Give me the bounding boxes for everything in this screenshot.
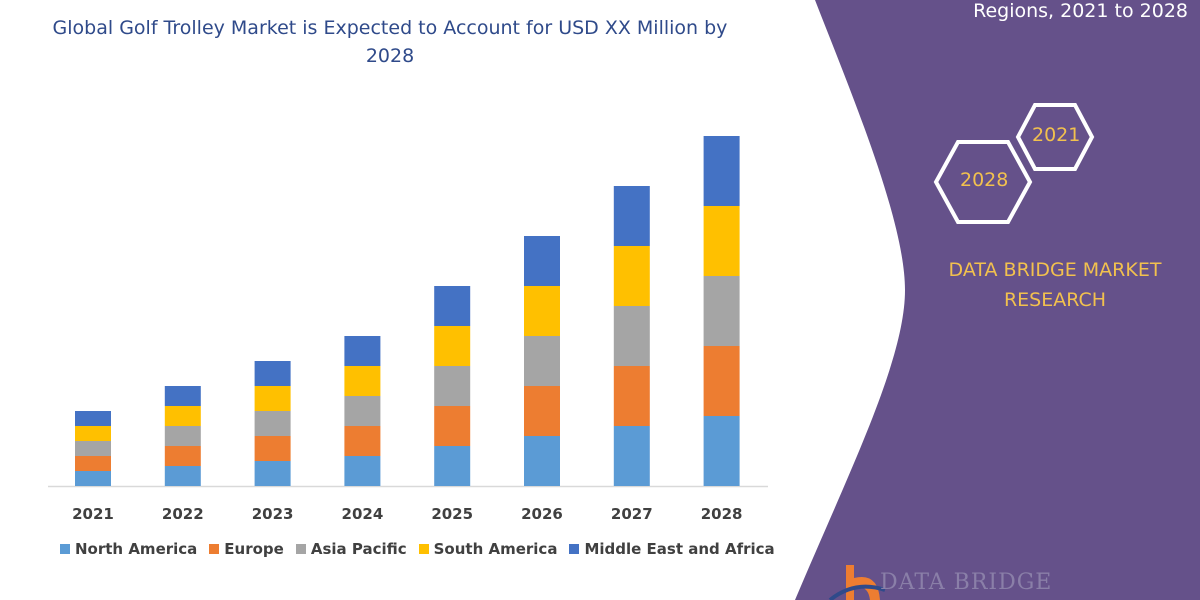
legend-item: North America [60,540,197,558]
legend-swatch [209,544,220,554]
bar-segment-2024-0 [344,456,381,486]
bar-segment-2021-3 [75,426,111,441]
legend-label: Middle East and Africa [584,540,775,558]
x-tick-label: 2021 [72,505,114,523]
x-tick-label: 2025 [431,505,473,523]
legend-swatch [60,544,70,554]
bar-segment-2025-4 [434,286,471,326]
bar-segment-2028-2 [703,276,740,346]
legend-label: Asia Pacific [310,540,407,558]
bar-segment-2025-2 [434,366,471,406]
chart-title: Global Golf Trolley Market is Expected t… [52,17,728,67]
bar-segment-2027-4 [613,186,650,246]
legend-item: Middle East and Africa [569,540,775,558]
legend-item: South America [418,540,558,558]
bar-segment-2025-0 [434,446,471,486]
bar-segment-2026-2 [524,336,560,386]
x-tick-label: 2027 [611,505,653,523]
legend-swatch [295,544,306,554]
logo-icon [828,565,886,600]
hex-label-2028: 2028 [960,169,1009,191]
bar-segment-2028-1 [703,346,740,416]
bar-segment-2023-1 [254,436,291,461]
legend-label: South America [433,540,558,558]
bar-segment-2024-4 [344,336,381,366]
bar-segment-2021-1 [75,456,111,471]
bar-segment-2028-3 [703,206,740,276]
bar-segment-2021-4 [75,411,111,426]
bar-segment-2026-1 [524,386,560,436]
side-title: Regions, 2021 to 2028 [973,0,1188,22]
legend-item: Europe [209,540,284,558]
bar-segment-2022-3 [164,406,201,426]
x-tick-label: 2024 [342,505,384,523]
brand-name: DATA BRIDGE MARKET RESEARCH [948,259,1162,311]
x-tick-label: 2022 [162,505,204,523]
bar-segment-2027-0 [613,426,650,486]
bar-segment-2027-1 [613,366,650,426]
hexagon-2021 [1015,103,1095,171]
legend-label: North America [75,540,198,558]
bar-segment-2027-3 [613,246,650,306]
x-tick-label: 2026 [521,505,563,523]
bar-segment-2022-0 [164,466,201,486]
bar-segment-2022-2 [164,426,201,446]
bar-segment-2027-2 [613,306,650,366]
bar-segment-2021-2 [75,441,111,456]
legend-swatch [569,544,580,554]
bar-segment-2025-3 [434,326,471,366]
legend-label: Europe [224,540,284,558]
bar-segment-2022-1 [164,446,201,466]
bar-segment-2025-1 [434,406,471,446]
hexagon-2028 [933,140,1033,224]
x-tick-label: 2028 [701,505,743,523]
bar-segment-2022-4 [164,386,201,406]
bar-segment-2024-2 [344,396,381,426]
stacked-bar-chart: 2021 2022 2023 2024 2025 2026 2027 2028 [48,136,768,523]
bar-segment-2028-0 [703,416,740,486]
bar-segment-2023-4 [254,361,291,386]
bar-segment-2023-0 [254,461,291,486]
bar-segment-2024-1 [344,426,381,456]
bar-segment-2026-3 [524,286,560,336]
legend-swatch [418,544,429,554]
bar-segment-2021-0 [75,471,111,486]
x-tick-label: 2023 [252,505,294,523]
logo-text: DATA BRIDGE [880,570,1053,595]
legend-item: Asia Pacific [295,540,407,558]
bar-segment-2024-3 [344,366,381,396]
hex-label-2021: 2021 [1032,124,1081,146]
legend: North America Europe Asia Pacific South Ame… [60,540,775,558]
bar-segment-2028-4 [703,136,740,206]
bar-segment-2026-4 [524,236,560,286]
bar-segment-2023-3 [254,386,291,411]
bar-segment-2023-2 [254,411,291,436]
bar-segment-2026-0 [524,436,560,486]
